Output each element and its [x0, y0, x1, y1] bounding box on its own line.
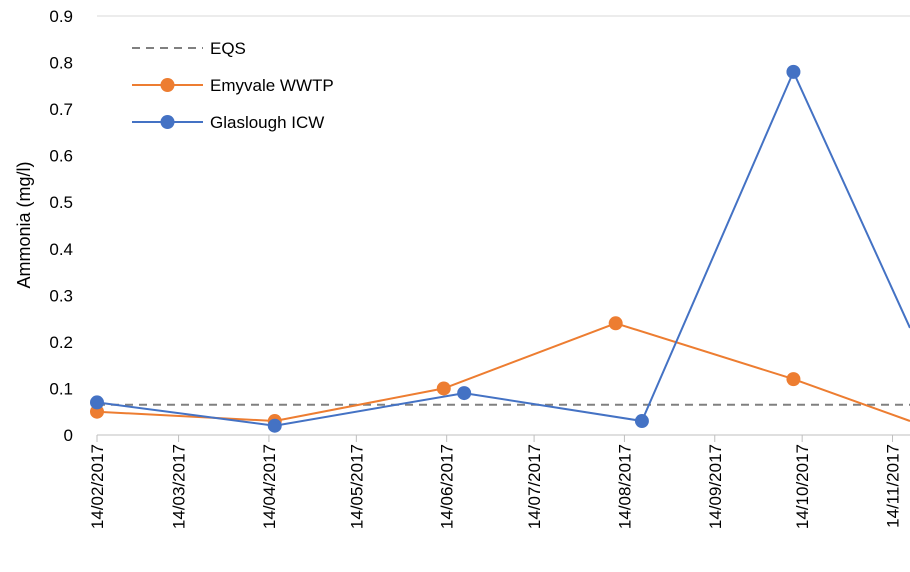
y-tick-label: 0.4	[49, 240, 73, 259]
x-tick-label: 14/09/2017	[706, 444, 725, 529]
x-tick-label: 14/10/2017	[793, 444, 812, 529]
y-tick-label: 0.7	[49, 100, 73, 119]
y-tick-label: 0.5	[49, 193, 73, 212]
plot-frame	[97, 15, 910, 436]
x-tick-label: 14/05/2017	[347, 444, 366, 529]
y-tick-label: 0.6	[49, 147, 73, 166]
legend-item-glaslough-icw: Glaslough ICW	[132, 113, 324, 132]
y-tick-label: 0.1	[49, 379, 73, 398]
legend: EQS Emyvale WWTP Glaslough ICW	[132, 39, 334, 132]
data-point-emyvale-wwtp	[608, 316, 623, 331]
x-tick-label: 14/03/2017	[170, 444, 189, 529]
series-line-glaslough-icw	[96, 69, 910, 427]
x-tick-label: 14/02/2017	[88, 444, 107, 529]
y-axis-title: Ammonia (mg/l)	[14, 161, 34, 288]
y-tick-label: 0	[64, 426, 73, 445]
data-point-glaslough-icw	[457, 386, 472, 401]
data-point-emyvale-wwtp	[436, 381, 451, 396]
y-tick-label: 0.3	[49, 286, 73, 305]
data-point-glaslough-icw	[267, 418, 282, 433]
x-tick-label: 14/07/2017	[525, 444, 544, 529]
legend-item-eqs: EQS	[132, 39, 246, 58]
series-layer	[90, 64, 910, 433]
legend-marker-glaslough-icw	[160, 115, 175, 129]
legend-label-emyvale-wwtp: Emyvale WWTP	[210, 76, 334, 95]
series-emyvale-wwtp	[90, 316, 910, 429]
x-axis-ticks: 14/02/2017 14/03/2017 14/04/2017 14/05/2017…	[88, 435, 903, 529]
data-point-emyvale-wwtp	[786, 372, 801, 387]
legend-marker-emyvale-wwtp	[160, 78, 175, 92]
x-tick-label: 14/04/2017	[260, 444, 279, 529]
legend-item-emyvale-wwtp: Emyvale WWTP	[132, 76, 334, 95]
y-tick-label: 0.9	[49, 7, 73, 26]
y-tick-label: 0.2	[49, 333, 73, 352]
x-tick-label: 14/11/2017	[884, 444, 903, 528]
legend-label-eqs: EQS	[210, 39, 246, 58]
data-point-glaslough-icw	[90, 395, 104, 410]
legend-label-glaslough-icw: Glaslough ICW	[210, 113, 324, 132]
y-axis-ticks: 0 0.1 0.2 0.3 0.4 0.5 0.6 0.7 0.8 0.9	[49, 7, 73, 445]
data-point-glaslough-icw	[634, 414, 649, 429]
y-tick-label: 0.8	[49, 54, 73, 73]
series-line-emyvale-wwtp	[96, 322, 910, 423]
data-point-glaslough-icw	[786, 64, 801, 79]
x-tick-label: 14/08/2017	[615, 444, 634, 529]
series-glaslough-icw	[90, 64, 910, 433]
x-tick-label: 14/06/2017	[438, 444, 457, 529]
